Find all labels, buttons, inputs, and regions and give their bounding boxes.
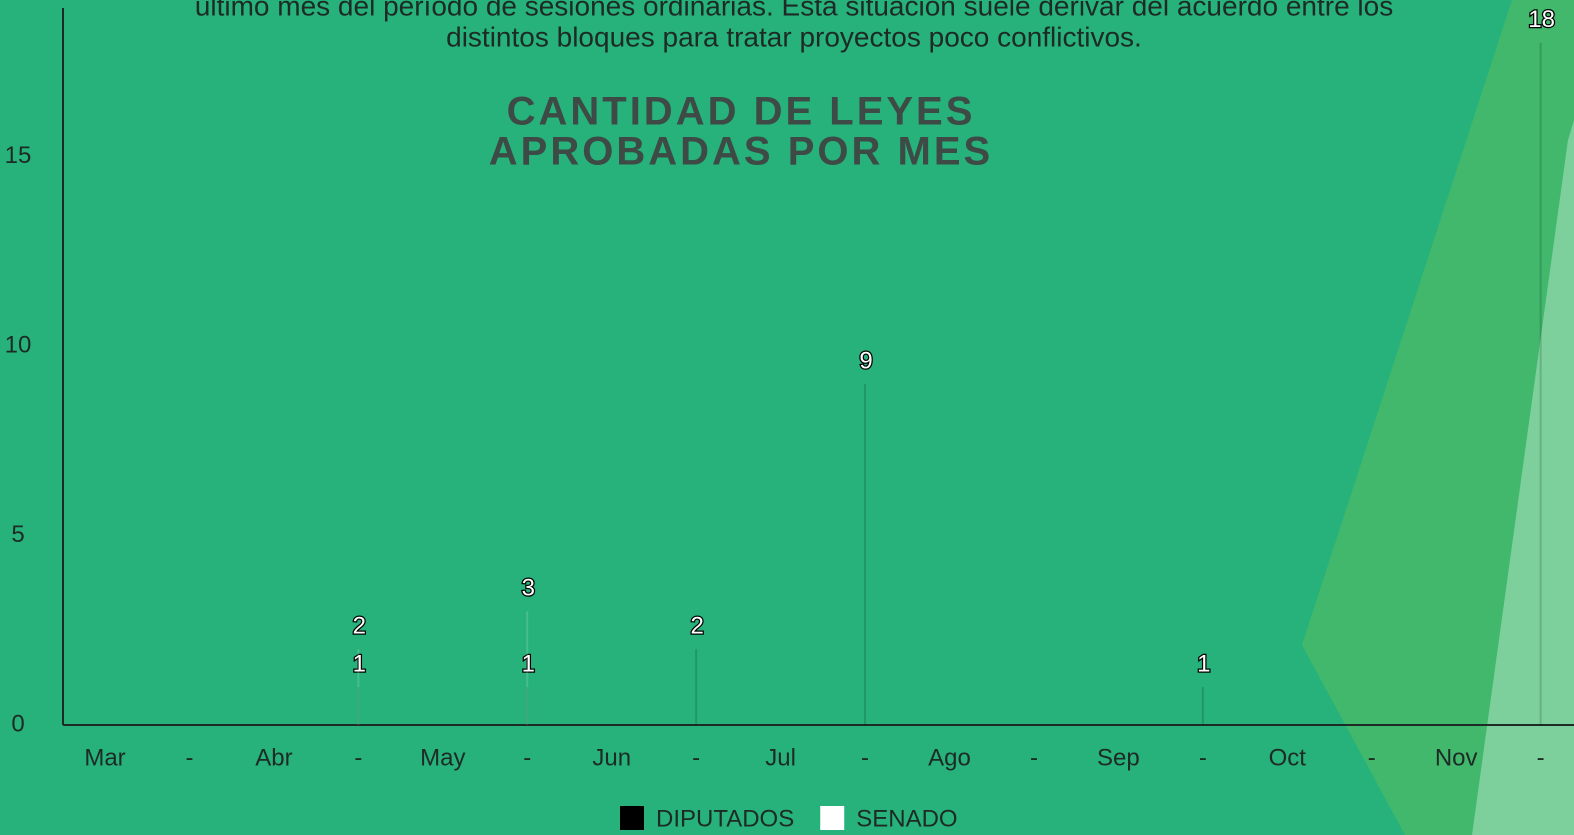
x-tick-label: - — [1537, 744, 1545, 771]
x-tick-label: - — [1199, 744, 1207, 771]
chart-title: APROBADAS POR MES — [489, 130, 993, 174]
x-tick-label: Jun — [592, 744, 631, 771]
x-tick-label: - — [1030, 744, 1038, 771]
legend-label: SENADO — [856, 805, 957, 832]
value-label: 1 — [522, 650, 535, 677]
value-label: 1 — [353, 650, 366, 677]
bar — [864, 383, 867, 725]
x-tick-label: Abr — [255, 744, 292, 771]
x-tick-label: - — [692, 744, 700, 771]
x-tick-label: Jul — [765, 744, 796, 771]
x-tick-label: Nov — [1435, 744, 1478, 771]
y-tick-label: 5 — [11, 521, 24, 548]
x-tick-label: Sep — [1097, 744, 1140, 771]
annotation: último mes del período de sesiones ordin… — [195, 0, 1393, 21]
x-tick-label: - — [354, 744, 362, 771]
legend-swatch — [820, 806, 845, 830]
bar — [357, 687, 360, 725]
y-tick-label: 15 — [5, 142, 32, 169]
decor-band — [1472, 120, 1574, 835]
bar — [1539, 42, 1542, 726]
value-label: 1 — [1197, 650, 1210, 677]
y-tick-label: 10 — [5, 331, 32, 358]
x-tick-label: May — [420, 744, 465, 771]
x-tick-label: - — [1368, 744, 1376, 771]
annotation: distintos bloques para tratar proyectos … — [446, 21, 1142, 52]
chart-title: CANTIDAD DE LEYES — [507, 90, 976, 134]
value-label: 9 — [859, 347, 872, 374]
y-tick-label: 0 — [11, 710, 24, 737]
bar — [357, 649, 360, 725]
bar — [695, 649, 698, 725]
value-label: 18 — [1528, 6, 1555, 33]
x-tick-label: Ago — [928, 744, 971, 771]
x-tick-label: - — [861, 744, 869, 771]
bar — [526, 687, 529, 725]
legend-swatch — [620, 806, 644, 830]
value-label: 2 — [353, 613, 366, 640]
x-tick-label: - — [523, 744, 531, 771]
value-label: 2 — [690, 613, 703, 640]
value-label: 3 — [522, 575, 535, 602]
x-tick-label: Mar — [84, 744, 125, 771]
x-tick-label: - — [185, 744, 193, 771]
x-tick-label: Oct — [1269, 744, 1307, 771]
bar — [526, 611, 529, 725]
bar — [1201, 687, 1204, 725]
legend-label: DIPUTADOS — [656, 805, 794, 832]
